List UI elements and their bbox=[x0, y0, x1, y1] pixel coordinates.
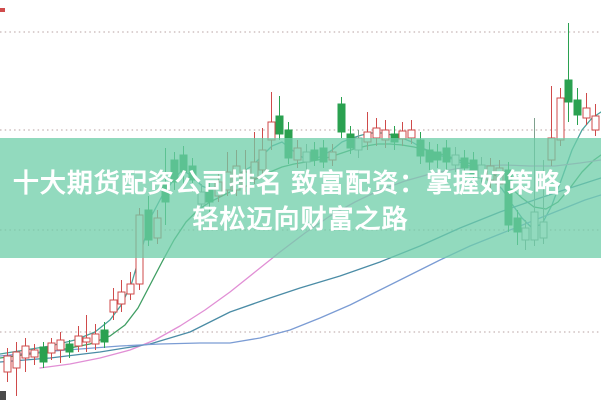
headline-text: 十大期货配资公司排名 致富配资：掌握好策略， 轻松迈向财富之路 bbox=[0, 165, 601, 237]
candle-body bbox=[3, 355, 12, 373]
candle-body bbox=[275, 115, 284, 135]
headline-line-2: 轻松迈向财富之路 bbox=[192, 204, 409, 234]
candle-body bbox=[74, 335, 83, 347]
candle-body bbox=[91, 333, 100, 345]
candle-body bbox=[372, 127, 381, 139]
candle-body bbox=[82, 337, 91, 343]
candle-body bbox=[591, 115, 600, 131]
headline-banner: 十大期货配资公司排名 致富配资：掌握好策略， 轻松迈向财富之路 bbox=[0, 138, 601, 258]
candle-body bbox=[65, 343, 74, 353]
candle-body bbox=[582, 107, 591, 119]
candle-body bbox=[12, 351, 21, 369]
candle-body bbox=[556, 97, 565, 141]
candle-body bbox=[47, 342, 56, 354]
candle-body bbox=[100, 329, 109, 343]
candle-body bbox=[337, 103, 346, 133]
candle-body bbox=[573, 99, 582, 116]
candle-body bbox=[564, 79, 573, 103]
candle-body bbox=[21, 345, 30, 359]
candle-body bbox=[56, 339, 65, 351]
candle-body bbox=[126, 283, 135, 295]
candle-body bbox=[407, 129, 416, 139]
candle-body bbox=[39, 346, 48, 363]
candle-body bbox=[109, 299, 118, 313]
bottom-left-dark-mark bbox=[0, 391, 6, 400]
left-axis-red-tick bbox=[0, 8, 5, 12]
candle-body bbox=[30, 349, 39, 358]
headline-line-1: 十大期货配资公司排名 致富配资：掌握好策略， bbox=[12, 168, 589, 198]
candle-body bbox=[117, 291, 126, 305]
